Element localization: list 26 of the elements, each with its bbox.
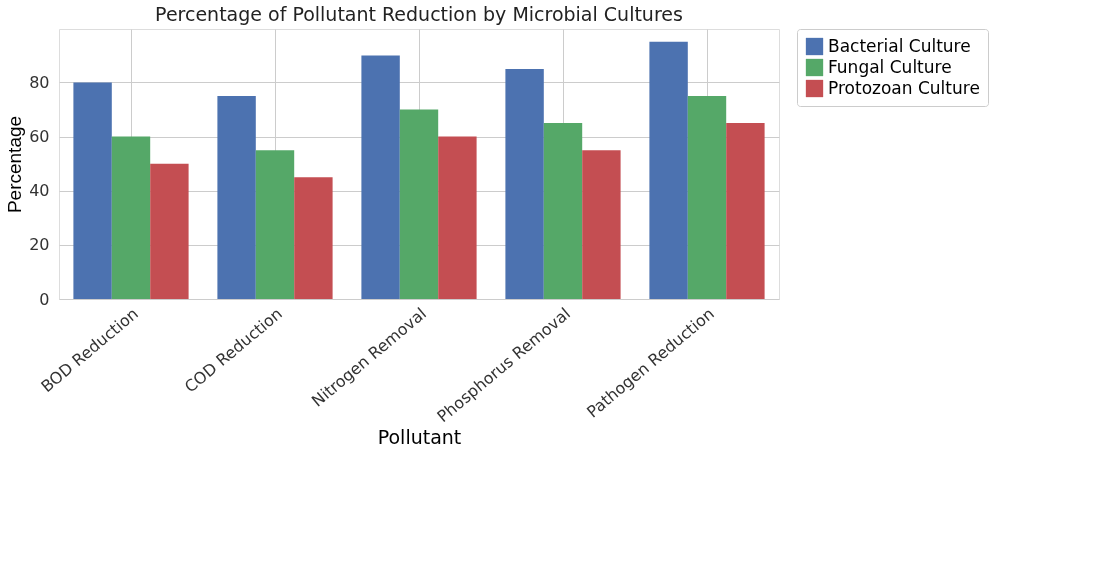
bar — [649, 41, 688, 299]
bar — [582, 150, 621, 299]
bar — [726, 123, 765, 299]
y-tick-label: 80 — [29, 72, 50, 92]
bar — [73, 82, 112, 299]
x-axis-title: Pollutant — [377, 426, 462, 449]
bar — [361, 55, 400, 299]
bar — [543, 123, 583, 299]
y-axis-title: Percentage — [4, 115, 26, 214]
bar — [294, 177, 333, 299]
legend-label: Protozoan Culture — [828, 77, 980, 98]
bar — [505, 68, 544, 299]
bar — [399, 109, 439, 299]
bar — [255, 150, 295, 299]
y-tick-label: 0 — [39, 289, 50, 309]
legend-label: Bacterial Culture — [828, 35, 971, 56]
chart-title: Percentage of Pollutant Reduction by Microbial Cultures — [155, 2, 683, 25]
y-tick-label: 20 — [29, 235, 50, 255]
bar — [438, 136, 477, 299]
bar — [217, 95, 256, 299]
bar — [111, 136, 151, 299]
y-tick-label: 60 — [29, 127, 50, 147]
y-tick-label: 40 — [29, 181, 50, 201]
bar — [687, 95, 727, 299]
bar — [150, 163, 189, 299]
legend-label: Fungal Culture — [828, 56, 952, 77]
